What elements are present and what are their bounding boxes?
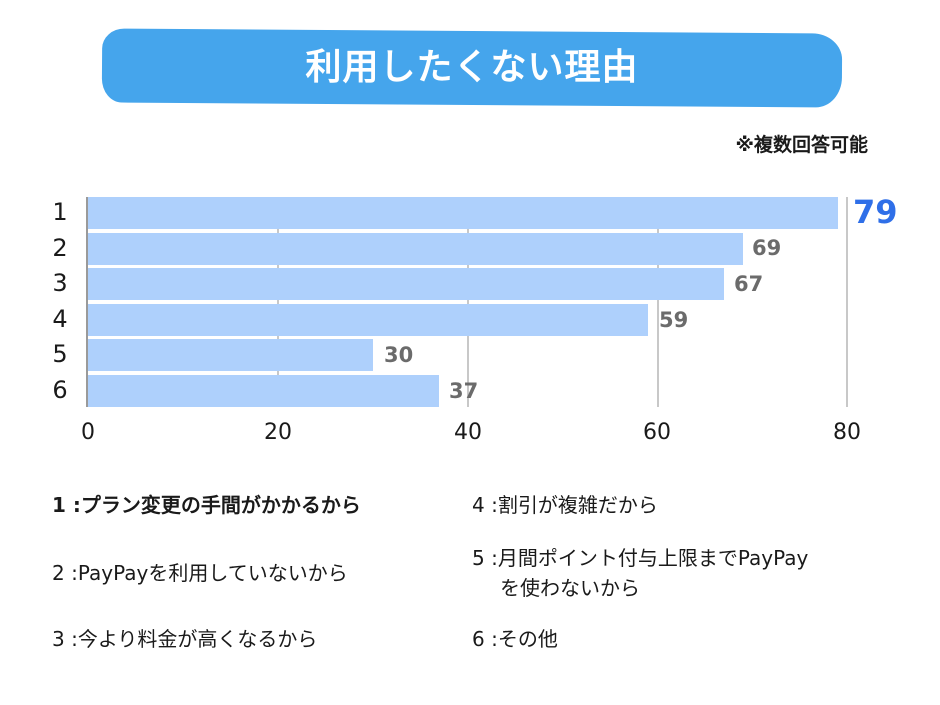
x-tick-80: 80 <box>833 420 861 445</box>
bar-5 <box>88 339 373 371</box>
legend-num: 5 : <box>472 546 498 570</box>
value-label-3: 67 <box>734 272 764 296</box>
legend-item-1: 1 : プラン変更の手間がかかるから <box>52 490 361 520</box>
legend-num: 1 : <box>52 493 81 517</box>
x-tick-20: 20 <box>264 420 292 445</box>
legend-num: 2 : <box>52 561 78 585</box>
y-label-4: 4 <box>52 305 68 333</box>
legend-item-2: 2 : PayPayを利用していないから <box>52 558 348 588</box>
legend-text: その他 <box>497 627 558 651</box>
x-tick-0: 0 <box>81 420 95 445</box>
value-label-6: 37 <box>449 379 479 403</box>
legend-num: 3 : <box>52 627 78 651</box>
legend-item-4: 4 : 割引が複雑だから <box>472 490 658 520</box>
value-label-2: 69 <box>752 236 782 260</box>
y-label-5: 5 <box>52 340 68 368</box>
legend-num: 6 : <box>472 627 498 651</box>
legend-text-cont: を使わないから <box>500 576 640 600</box>
x-tick-40: 40 <box>454 420 482 445</box>
legend-text: 月間ポイント付与上限までPayPay <box>497 546 809 570</box>
gridline-80 <box>846 197 848 407</box>
y-label-3: 3 <box>52 269 68 297</box>
legend-item-5: 5 : 月間ポイント付与上限までPayPay を使わないから <box>472 543 808 603</box>
gridline-40 <box>467 197 469 407</box>
bar-2 <box>88 233 743 265</box>
bar-1 <box>88 197 838 229</box>
legend-text: PayPayを利用していないから <box>77 561 348 585</box>
legend-text: 割引が複雑だから <box>497 493 658 517</box>
legend-item-6: 6 : その他 <box>472 624 558 654</box>
gridline-60 <box>657 197 659 407</box>
gridline-20 <box>277 197 279 407</box>
value-label-1: 79 <box>853 193 898 231</box>
legend-num: 4 : <box>472 493 498 517</box>
chart-title: 利用したくない理由 <box>305 47 639 88</box>
value-label-5: 30 <box>384 343 414 367</box>
y-label-1: 1 <box>52 198 68 226</box>
y-axis-line <box>86 197 88 407</box>
y-label-6: 6 <box>52 376 68 404</box>
y-label-2: 2 <box>52 234 68 262</box>
bar-chart: 1 2 3 4 5 6 79 69 67 59 30 37 0 20 40 60… <box>52 193 898 445</box>
bar-4 <box>88 304 648 336</box>
x-tick-60: 60 <box>643 420 671 445</box>
bar-3 <box>88 268 724 300</box>
multiple-answers-note: ※複数回答可能 <box>735 134 868 156</box>
bar-6 <box>88 375 439 407</box>
legend-text: プラン変更の手間がかかるから <box>80 493 361 517</box>
value-label-4: 59 <box>659 308 689 332</box>
legend-item-3: 3 : 今より料金が高くなるから <box>52 624 317 654</box>
legend-text: 今より料金が高くなるから <box>77 627 318 651</box>
